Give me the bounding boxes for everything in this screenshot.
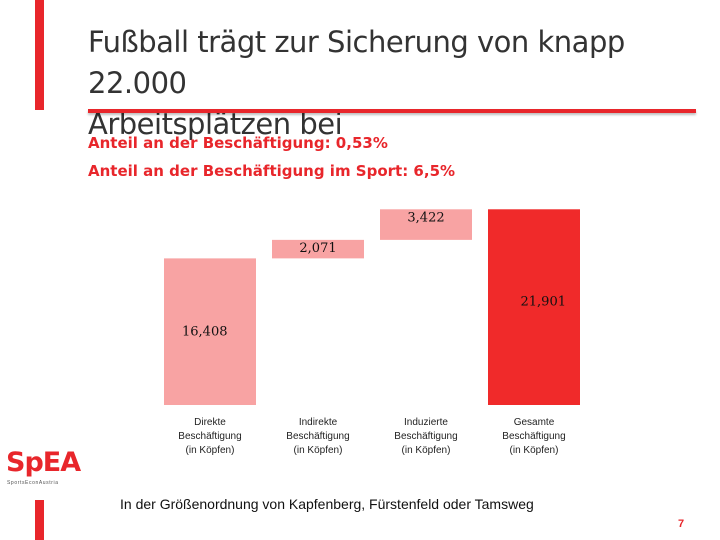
accent-bar-top — [35, 0, 44, 110]
data-label-4: 21,901 — [521, 294, 567, 309]
spea-logo: SpEA SportsEconAustria — [6, 447, 86, 487]
category-label-2-line-1: Indirekte — [299, 417, 338, 428]
bar-1 — [164, 258, 256, 405]
category-label-1-line-2: Beschäftigung — [178, 431, 241, 442]
category-label-4-line-1: Gesamte — [514, 417, 555, 428]
page-number: 7 — [678, 518, 685, 530]
category-label-4-line-3: (in Köpfen) — [510, 445, 559, 456]
bar-4 — [488, 209, 580, 405]
data-label-3: 3,422 — [407, 210, 444, 225]
category-label-3-line-2: Beschäftigung — [394, 431, 457, 442]
category-label-1-line-1: Direkte — [194, 417, 226, 428]
category-label-2-line-3: (in Köpfen) — [294, 445, 343, 456]
logo-text: SpEA — [6, 447, 81, 478]
subtitle-employment-share: Anteil an der Beschäftigung: 0,53% — [88, 134, 388, 152]
subtitle-sport-share: Anteil an der Beschäftigung im Sport: 6,… — [88, 162, 456, 180]
logo-subtext: SportsEconAustria — [7, 480, 59, 486]
category-label-2-line-2: Beschäftigung — [286, 431, 349, 442]
title-line-1: Fußball trägt zur Sicherung von knapp 22… — [88, 25, 625, 100]
category-label-4-line-2: Beschäftigung — [502, 431, 565, 442]
data-label-2: 2,071 — [299, 241, 336, 256]
title-divider — [88, 109, 696, 113]
category-label-1-line-3: (in Köpfen) — [186, 445, 235, 456]
waterfall-chart: 16,408 Direkte Beschäftigung (in Köpfen) 2,0… — [164, 209, 580, 456]
bar-2 — [272, 239, 364, 259]
footer-note: In der Größenordnung von Kapfenberg, Für… — [120, 496, 534, 512]
accent-bar-bottom — [35, 500, 44, 540]
data-label-1: 16,408 — [182, 324, 228, 339]
slide-title: Fußball trägt zur Sicherung von knapp 22… — [88, 22, 698, 145]
category-label-3-line-3: (in Köpfen) — [402, 445, 451, 456]
category-label-3-line-1: Induzierte — [404, 417, 448, 428]
bar-3 — [380, 209, 472, 240]
